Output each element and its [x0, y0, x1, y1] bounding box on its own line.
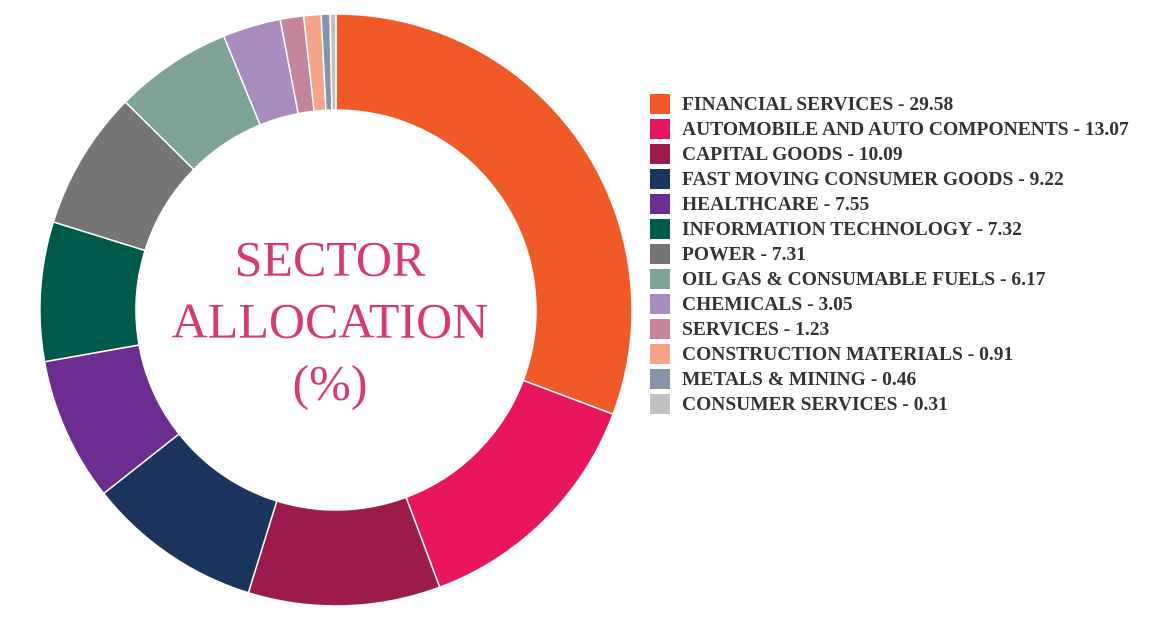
legend-swatch: [650, 94, 670, 114]
legend-item: OIL GAS & CONSUMABLE FUELS - 6.17: [650, 267, 1140, 292]
chart: SECTOR ALLOCATION (%): [39, 13, 633, 607]
legend-label: FINANCIAL SERVICES: [682, 94, 894, 115]
legend-swatch: [650, 119, 670, 139]
legend-label: CHEMICALS: [682, 294, 803, 315]
legend-item: FINANCIAL SERVICES - 29.58: [650, 92, 1140, 117]
legend-label: METALS & MINING: [682, 369, 866, 390]
legend-text: OIL GAS & CONSUMABLE FUELS - 6.17: [682, 267, 1046, 292]
legend-value: 29.58: [909, 94, 954, 115]
legend-swatch: [650, 269, 670, 289]
legend-swatch: [650, 319, 670, 339]
legend-separator: -: [971, 219, 988, 240]
legend-text: FINANCIAL SERVICES - 29.58: [682, 92, 953, 117]
legend-label: FAST MOVING CONSUMER GOODS: [682, 169, 1014, 190]
legend-item: HEALTHCARE - 7.55: [650, 192, 1140, 217]
legend-separator: -: [995, 269, 1012, 290]
legend-label: CONSUMER SERVICES: [682, 394, 898, 415]
legend-swatch: [650, 244, 670, 264]
legend-separator: -: [865, 369, 883, 390]
legend-label: POWER: [682, 244, 756, 265]
legend-text: INFORMATION TECHNOLOGY - 7.32: [682, 217, 1022, 242]
legend-separator: -: [802, 294, 819, 315]
legend-label: AUTOMOBILE AND AUTO COMPONENTS: [682, 119, 1069, 140]
legend-separator: -: [842, 144, 859, 165]
legend-item: CAPITAL GOODS - 10.09: [650, 142, 1140, 167]
legend-item: CONSTRUCTION MATERIALS - 0.91: [650, 342, 1140, 367]
legend-item: CHEMICALS - 3.05: [650, 292, 1140, 317]
legend-value: 6.17: [1011, 269, 1046, 290]
legend-swatch: [650, 294, 670, 314]
legend-swatch: [650, 369, 670, 389]
legend-value: 0.91: [979, 344, 1014, 365]
legend-value: 9.22: [1029, 169, 1064, 190]
donut-slice: [329, 13, 337, 111]
legend-label: INFORMATION TECHNOLOGY: [682, 219, 972, 240]
legend-separator: -: [962, 344, 980, 365]
legend-separator: -: [818, 194, 836, 215]
legend-label: OIL GAS & CONSUMABLE FUELS: [682, 269, 996, 290]
legend-value: 10.09: [858, 144, 903, 165]
legend-swatch: [650, 394, 670, 414]
legend-separator: -: [893, 94, 910, 115]
donut-slice: [335, 13, 633, 416]
legend-text: CONSUMER SERVICES - 0.31: [682, 392, 948, 417]
legend-item: METALS & MINING - 0.46: [650, 367, 1140, 392]
legend-item: INFORMATION TECHNOLOGY - 7.32: [650, 217, 1140, 242]
donut-slice: [405, 379, 615, 589]
legend-value: 13.07: [1084, 119, 1129, 140]
legend-swatch: [650, 344, 670, 364]
legend-label: CONSTRUCTION MATERIALS: [682, 344, 963, 365]
legend-swatch: [650, 219, 670, 239]
legend-text: CONSTRUCTION MATERIALS - 0.91: [682, 342, 1013, 367]
legend-swatch: [650, 169, 670, 189]
legend-text: AUTOMOBILE AND AUTO COMPONENTS - 13.07: [682, 117, 1129, 142]
donut-slice: [247, 496, 441, 607]
legend-text: POWER - 7.31: [682, 242, 806, 267]
legend-item: POWER - 7.31: [650, 242, 1140, 267]
legend: FINANCIAL SERVICES - 29.58 AUTOMOBILE AND…: [650, 92, 1140, 417]
legend-value: 7.55: [835, 194, 870, 215]
legend-label: SERVICES: [682, 319, 779, 340]
legend-text: CHEMICALS - 3.05: [682, 292, 853, 317]
legend-text: HEALTHCARE - 7.55: [682, 192, 869, 217]
legend-text: FAST MOVING CONSUMER GOODS - 9.22: [682, 167, 1064, 192]
legend-value: 0.46: [882, 369, 917, 390]
legend-item: AUTOMOBILE AND AUTO COMPONENTS - 13.07: [650, 117, 1140, 142]
legend-item: CONSUMER SERVICES - 0.31: [650, 392, 1140, 417]
legend-separator: -: [778, 319, 796, 340]
legend-value: 0.31: [913, 394, 948, 415]
legend-swatch: [650, 194, 670, 214]
legend-separator: -: [897, 394, 914, 415]
legend-separator: -: [755, 244, 772, 265]
legend-text: CAPITAL GOODS - 10.09: [682, 142, 903, 167]
legend-value: 3.05: [818, 294, 853, 315]
title-line: ALLOCATION: [172, 292, 489, 348]
legend-value: 7.32: [987, 219, 1022, 240]
title-line: SECTOR: [235, 230, 426, 286]
title-line: (%): [293, 354, 368, 410]
legend-label: CAPITAL GOODS: [682, 144, 843, 165]
legend-value: 7.31: [771, 244, 807, 265]
legend-item: SERVICES - 1.23: [650, 317, 1140, 342]
legend-text: SERVICES - 1.23: [682, 317, 829, 342]
legend-label: HEALTHCARE: [682, 194, 819, 215]
legend-separator: -: [1068, 119, 1085, 140]
legend-text: METALS & MINING - 0.46: [682, 367, 916, 392]
legend-swatch: [650, 144, 670, 164]
legend-value: 1.23: [795, 319, 830, 340]
legend-item: FAST MOVING CONSUMER GOODS - 9.22: [650, 167, 1140, 192]
legend-separator: -: [1013, 169, 1030, 190]
